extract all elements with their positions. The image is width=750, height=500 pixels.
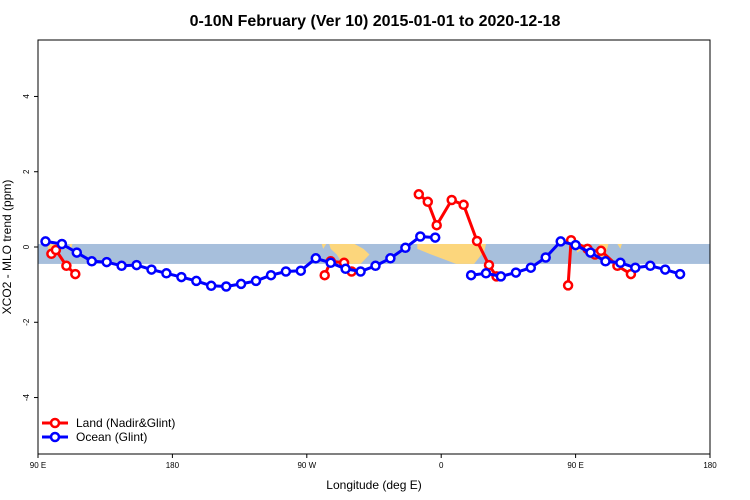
series-1-point-1-3 bbox=[510, 267, 522, 278]
series-1-point-0-22 bbox=[370, 260, 381, 272]
series-1-point-1-8 bbox=[585, 247, 596, 258]
series-0-point-3-4 bbox=[595, 245, 607, 257]
series-1-point-0-18 bbox=[310, 253, 322, 264]
series-1-point-1-1 bbox=[480, 268, 492, 279]
series-1-point-1-14 bbox=[674, 268, 686, 280]
series-1-point-0-5 bbox=[116, 260, 127, 272]
x-tick-label-1: 180 bbox=[166, 461, 180, 470]
series-1-point-0-23 bbox=[385, 253, 396, 264]
y-tick-label-0: -4 bbox=[22, 393, 31, 401]
series-1-point-0-4 bbox=[101, 256, 112, 268]
series-1-point-1-6 bbox=[555, 236, 566, 247]
series-1-point-0-16 bbox=[280, 266, 292, 277]
series-0-point-2-6 bbox=[483, 259, 495, 271]
series-layer bbox=[40, 189, 686, 292]
y-axis-label: XCO2 - MLO trend (ppm) bbox=[0, 180, 14, 315]
series-0-point-2-4 bbox=[458, 199, 469, 211]
x-tick-label-3: 0 bbox=[439, 461, 444, 470]
series-1-point-1-7 bbox=[570, 239, 581, 251]
series-1-point-0-19 bbox=[325, 257, 336, 269]
series-1-point-0-17 bbox=[295, 265, 307, 276]
land-patch-7 bbox=[617, 244, 622, 249]
series-1-point-0-7 bbox=[146, 264, 157, 275]
series-0-point-1-0 bbox=[319, 269, 330, 281]
land-patch-1 bbox=[69, 244, 73, 251]
x-tick-label-4: 90 E bbox=[567, 461, 583, 470]
legend-land-label: Land (Nadir&Glint) bbox=[76, 416, 175, 430]
series-1-point-0-21 bbox=[355, 266, 366, 277]
series-1-point-0-13 bbox=[235, 278, 247, 290]
series-0-point-0-3 bbox=[70, 268, 81, 280]
axes: 90 E 180 90 W 0 90 E 180 -4 -2 0 2 4 bbox=[22, 94, 717, 470]
series-1-point-0-20 bbox=[340, 263, 351, 275]
series-1-point-1-9 bbox=[600, 256, 611, 267]
series-1-point-1-5 bbox=[540, 252, 551, 263]
series-1-point-1-4 bbox=[525, 262, 537, 273]
series-1-point-0-2 bbox=[71, 247, 83, 258]
series-1-point-0-25 bbox=[415, 231, 426, 242]
series-0-point-2-3 bbox=[446, 194, 457, 206]
series-1-point-0-6 bbox=[131, 259, 142, 271]
series-1-point-1-12 bbox=[645, 260, 656, 272]
series-1-point-0-3 bbox=[86, 256, 98, 267]
y-tick-label-2: 0 bbox=[22, 244, 31, 249]
x-axis-label: Longitude (deg E) bbox=[326, 478, 421, 492]
series-1-point-0-0 bbox=[40, 236, 51, 247]
series-1-point-0-14 bbox=[250, 275, 262, 287]
legend: Land (Nadir&Glint) Ocean (Glint) bbox=[42, 416, 175, 444]
series-0 bbox=[46, 189, 637, 291]
series-1-point-0-1 bbox=[56, 238, 68, 250]
series-1-point-1-2 bbox=[495, 271, 507, 282]
series-1-point-0-8 bbox=[161, 268, 172, 279]
series-1-point-0-24 bbox=[400, 242, 411, 254]
x-tick-label-5: 180 bbox=[703, 461, 717, 470]
series-1-point-0-11 bbox=[205, 280, 217, 292]
land-patch-3 bbox=[329, 244, 370, 264]
series-1-point-1-11 bbox=[630, 262, 641, 273]
series-1-point-1-13 bbox=[659, 264, 671, 275]
series-0-point-3-0 bbox=[562, 280, 574, 291]
series-0-point-2-1 bbox=[422, 196, 434, 208]
series-0-point-0-1 bbox=[50, 244, 62, 256]
series-1-point-0-12 bbox=[220, 281, 232, 292]
legend-ocean-label: Ocean (Glint) bbox=[76, 430, 147, 444]
x-tick-label-0: 90 E bbox=[30, 461, 46, 470]
series-1-point-1-10 bbox=[615, 257, 626, 269]
y-tick-label-4: 4 bbox=[22, 94, 31, 99]
series-0-point-2-2 bbox=[431, 219, 442, 231]
y-tick-label-3: 2 bbox=[22, 169, 31, 174]
y-tick-label-1: -2 bbox=[22, 318, 31, 326]
legend-ocean-marker bbox=[49, 431, 61, 443]
legend-land-marker bbox=[49, 417, 61, 429]
series-0-point-0-2 bbox=[61, 260, 72, 272]
series-1-point-0-9 bbox=[176, 271, 187, 283]
land-patch-2 bbox=[321, 244, 327, 249]
chart-title: 0-10N February (Ver 10) 2015-01-01 to 20… bbox=[190, 13, 561, 30]
series-1-point-0-26 bbox=[429, 232, 441, 243]
series-1 bbox=[40, 231, 686, 292]
series-0-point-2-5 bbox=[471, 235, 483, 247]
series-1-point-1-0 bbox=[465, 269, 477, 281]
series-1-point-0-10 bbox=[191, 275, 202, 287]
series-1-point-0-15 bbox=[265, 269, 277, 281]
land-patch-4 bbox=[417, 244, 486, 264]
series-0-point-2-0 bbox=[413, 189, 425, 200]
x-tick-label-2: 90 W bbox=[297, 461, 316, 470]
